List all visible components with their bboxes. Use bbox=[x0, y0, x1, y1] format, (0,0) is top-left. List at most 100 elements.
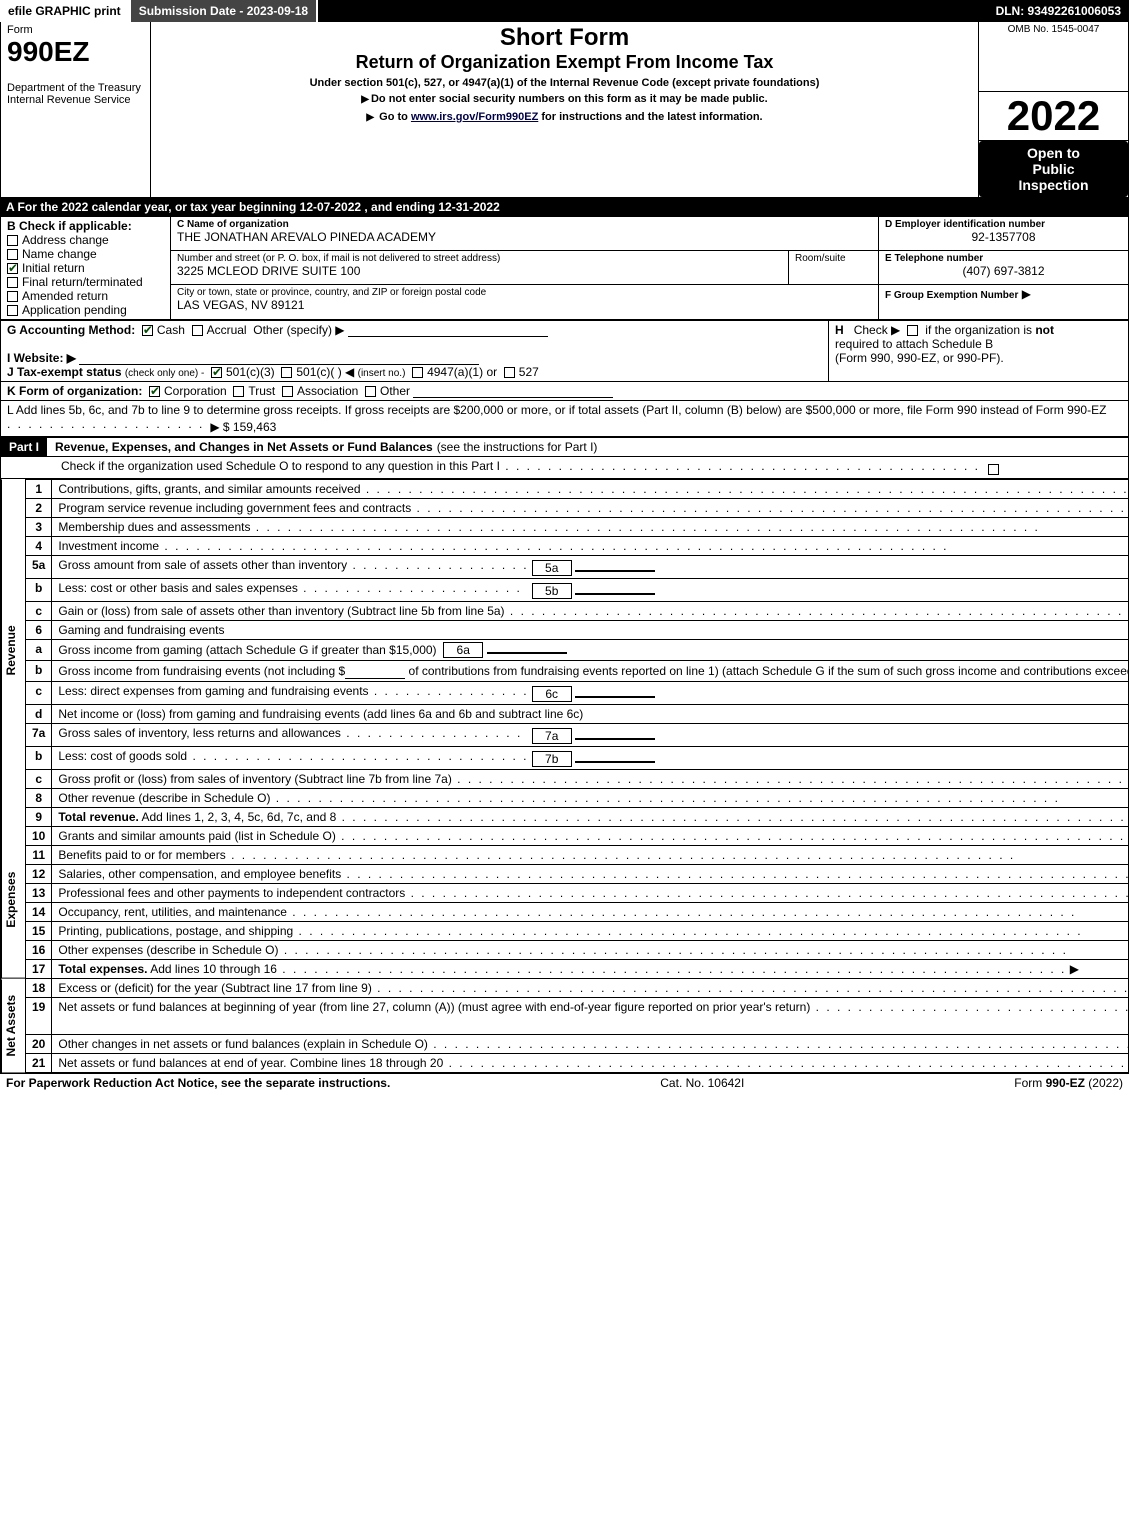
checkbox-b-option[interactable] bbox=[7, 277, 18, 288]
short-form-title: Short Form bbox=[157, 24, 972, 52]
other-specify-field[interactable] bbox=[348, 323, 548, 337]
line-row: 3Membership dues and assessments3 bbox=[26, 517, 1129, 536]
line-row: 2Program service revenue including gover… bbox=[26, 498, 1129, 517]
org-name: THE JONATHAN AREVALO PINEDA ACADEMY bbox=[177, 230, 872, 244]
inner-box-value bbox=[575, 570, 655, 572]
line-row: 13Professional fees and other payments t… bbox=[26, 883, 1129, 902]
checkbox-accrual[interactable] bbox=[192, 325, 203, 336]
identity-block: B Check if applicable: Address changeNam… bbox=[0, 216, 1129, 320]
box-b-option: Initial return bbox=[7, 261, 164, 275]
checkbox-b-option[interactable] bbox=[7, 291, 18, 302]
line-row: 20Other changes in net assets or fund ba… bbox=[26, 1035, 1129, 1054]
subtitle: Under section 501(c), 527, or 4947(a)(1)… bbox=[157, 77, 972, 89]
goto-post: for instructions and the latest informat… bbox=[541, 111, 762, 123]
dln: DLN: 93492261006053 bbox=[988, 0, 1129, 22]
part-1-body: Revenue Expenses Net Assets 1Contributio… bbox=[0, 479, 1129, 1074]
checkbox-4947[interactable] bbox=[412, 367, 423, 378]
omb-number: OMB No. 1545-0047 bbox=[985, 24, 1122, 35]
line-g-label: G Accounting Method: bbox=[7, 323, 135, 337]
line-row: bLess: cost of goods sold 7b bbox=[26, 746, 1129, 769]
phone-value: (407) 697-3812 bbox=[885, 264, 1122, 278]
checkbox-trust[interactable] bbox=[233, 386, 244, 397]
line-l-amount: $ 159,463 bbox=[223, 420, 276, 434]
line-l-text: L Add lines 5b, 6c, and 7b to line 9 to … bbox=[7, 403, 1106, 417]
page-footer: For Paperwork Reduction Act Notice, see … bbox=[0, 1073, 1129, 1092]
checkbox-h[interactable] bbox=[907, 325, 918, 336]
checkbox-other-org[interactable] bbox=[365, 386, 376, 397]
checkbox-501c3[interactable] bbox=[211, 367, 222, 378]
room-label: Room/suite bbox=[795, 253, 872, 264]
ssn-warning: Do not enter social security numbers on … bbox=[371, 93, 768, 105]
form-number: 990EZ bbox=[7, 36, 144, 68]
checkbox-527[interactable] bbox=[504, 367, 515, 378]
inner-box-label: 5a bbox=[532, 560, 572, 576]
box-f-label: F Group Exemption Number bbox=[885, 290, 1018, 301]
box-b-option: Amended return bbox=[7, 289, 164, 303]
checkbox-b-option[interactable] bbox=[7, 263, 18, 274]
submission-date: Submission Date - 2023-09-18 bbox=[131, 0, 318, 22]
line-j-label: J Tax-exempt status bbox=[7, 365, 122, 379]
g-h-block: G Accounting Method: Cash Accrual Other … bbox=[0, 320, 1129, 382]
city-label: City or town, state or province, country… bbox=[177, 287, 872, 298]
part-1-subtitle: (see the instructions for Part I) bbox=[437, 440, 598, 454]
efile-print-label[interactable]: efile GRAPHIC print bbox=[0, 0, 131, 22]
expenses-section-label: Expenses bbox=[1, 821, 25, 979]
line-row: 5aGross amount from sale of assets other… bbox=[26, 555, 1129, 578]
line-i-label: I Website: ▶ bbox=[7, 351, 76, 365]
line-row: 19 bbox=[26, 1016, 1129, 1035]
checkbox-b-option[interactable] bbox=[7, 305, 18, 316]
checkbox-cash[interactable] bbox=[142, 325, 153, 336]
street-value: 3225 MCLEOD DRIVE SUITE 100 bbox=[177, 264, 782, 278]
line-row: cGross profit or (loss) from sales of in… bbox=[26, 769, 1129, 788]
box-e-label: E Telephone number bbox=[885, 253, 1122, 264]
cat-no: Cat. No. 10642I bbox=[660, 1076, 744, 1090]
lines-table: 1Contributions, gifts, grants, and simil… bbox=[25, 479, 1129, 1074]
checkbox-schedule-o[interactable] bbox=[988, 464, 999, 475]
checkbox-501c[interactable] bbox=[281, 367, 292, 378]
line-row: bGross income from fundraising events (n… bbox=[26, 660, 1129, 681]
line-row: cLess: direct expenses from gaming and f… bbox=[26, 681, 1129, 704]
website-field[interactable] bbox=[79, 351, 479, 365]
arrow-icon: ▶ bbox=[1022, 287, 1031, 301]
line-row: 7aGross sales of inventory, less returns… bbox=[26, 723, 1129, 746]
box-c-label: C Name of organization bbox=[177, 219, 872, 230]
checkbox-assoc[interactable] bbox=[282, 386, 293, 397]
form-header-table: Form 990EZ Department of the Treasury In… bbox=[0, 22, 1129, 198]
line-a-period: A For the 2022 calendar year, or tax yea… bbox=[0, 198, 1129, 216]
checkbox-corp[interactable] bbox=[149, 386, 160, 397]
box-b-option: Address change bbox=[7, 233, 164, 247]
tax-year: 2022 bbox=[979, 92, 1128, 141]
part-1-header: Part I Revenue, Expenses, and Changes in… bbox=[0, 437, 1129, 457]
line-row: 4Investment income4 bbox=[26, 536, 1129, 555]
line-row: 15Printing, publications, postage, and s… bbox=[26, 921, 1129, 940]
part-1-label: Part I bbox=[1, 438, 47, 456]
line-k-label: K Form of organization: bbox=[7, 384, 142, 398]
box-b-option: Application pending bbox=[7, 303, 164, 317]
line-row: dNet income or (loss) from gaming and fu… bbox=[26, 704, 1129, 723]
line-row: 9Total revenue. Add lines 1, 2, 3, 4, 5c… bbox=[26, 807, 1129, 826]
netassets-section-label: Net Assets bbox=[1, 979, 25, 1073]
part-1-check-o: Check if the organization used Schedule … bbox=[0, 457, 1129, 479]
line-row: 12Salaries, other compensation, and empl… bbox=[26, 864, 1129, 883]
street-label: Number and street (or P. O. box, if mail… bbox=[177, 253, 782, 264]
arrow-icon bbox=[366, 111, 376, 123]
dept-line2: Internal Revenue Service bbox=[7, 94, 131, 106]
line-row: cGain or (loss) from sale of assets othe… bbox=[26, 601, 1129, 620]
line-row: 1Contributions, gifts, grants, and simil… bbox=[26, 479, 1129, 498]
line-row: 10Grants and similar amounts paid (list … bbox=[26, 826, 1129, 845]
irs-link[interactable]: www.irs.gov/Form990EZ bbox=[411, 111, 538, 123]
line-row: 8Other revenue (describe in Schedule O)8 bbox=[26, 788, 1129, 807]
other-org-field[interactable] bbox=[413, 384, 613, 398]
line-row: aGross income from gaming (attach Schedu… bbox=[26, 639, 1129, 660]
line-row: 21Net assets or fund balances at end of … bbox=[26, 1054, 1129, 1073]
top-bar: efile GRAPHIC print Submission Date - 20… bbox=[0, 0, 1129, 22]
checkbox-b-option[interactable] bbox=[7, 235, 18, 246]
goto-pre: Go to bbox=[379, 111, 411, 123]
form-word: Form bbox=[7, 24, 144, 36]
line-k: K Form of organization: Corporation Trus… bbox=[0, 382, 1129, 401]
dept-line1: Department of the Treasury bbox=[7, 82, 141, 94]
checkbox-b-option[interactable] bbox=[7, 249, 18, 260]
box-b-option: Name change bbox=[7, 247, 164, 261]
line-row: 14Occupancy, rent, utilities, and mainte… bbox=[26, 902, 1129, 921]
line-l: L Add lines 5b, 6c, and 7b to line 9 to … bbox=[0, 401, 1129, 437]
